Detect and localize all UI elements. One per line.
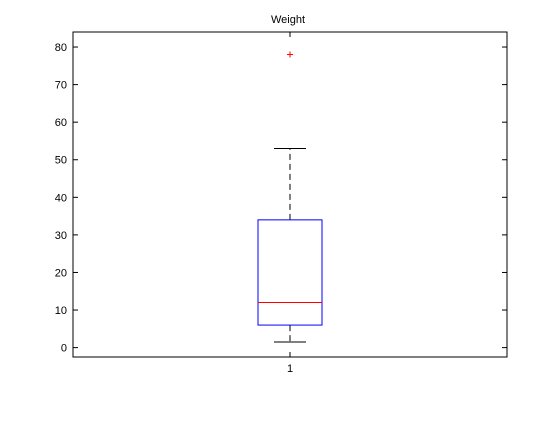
y-tick-label: 20 — [55, 267, 67, 279]
iqr-box — [257, 219, 323, 326]
y-tick-label: 60 — [55, 117, 67, 129]
outlier-marker — [287, 51, 293, 58]
y-axis: 0 10 20 30 40 50 60 70 80 — [55, 42, 507, 355]
x-axis: 1 — [287, 32, 293, 375]
y-tick-label: 80 — [55, 42, 67, 54]
chart-title: Weight — [271, 14, 305, 26]
box-group — [257, 51, 323, 343]
y-tick-label: 0 — [61, 343, 67, 355]
y-tick-label: 30 — [55, 230, 67, 242]
boxes — [257, 51, 323, 343]
y-tick-label: 50 — [55, 155, 67, 167]
y-tick-label: 10 — [55, 305, 67, 317]
x-tick-label: 1 — [287, 363, 293, 375]
y-tick-label: 40 — [55, 192, 67, 204]
y-tick-label: 70 — [55, 80, 67, 92]
